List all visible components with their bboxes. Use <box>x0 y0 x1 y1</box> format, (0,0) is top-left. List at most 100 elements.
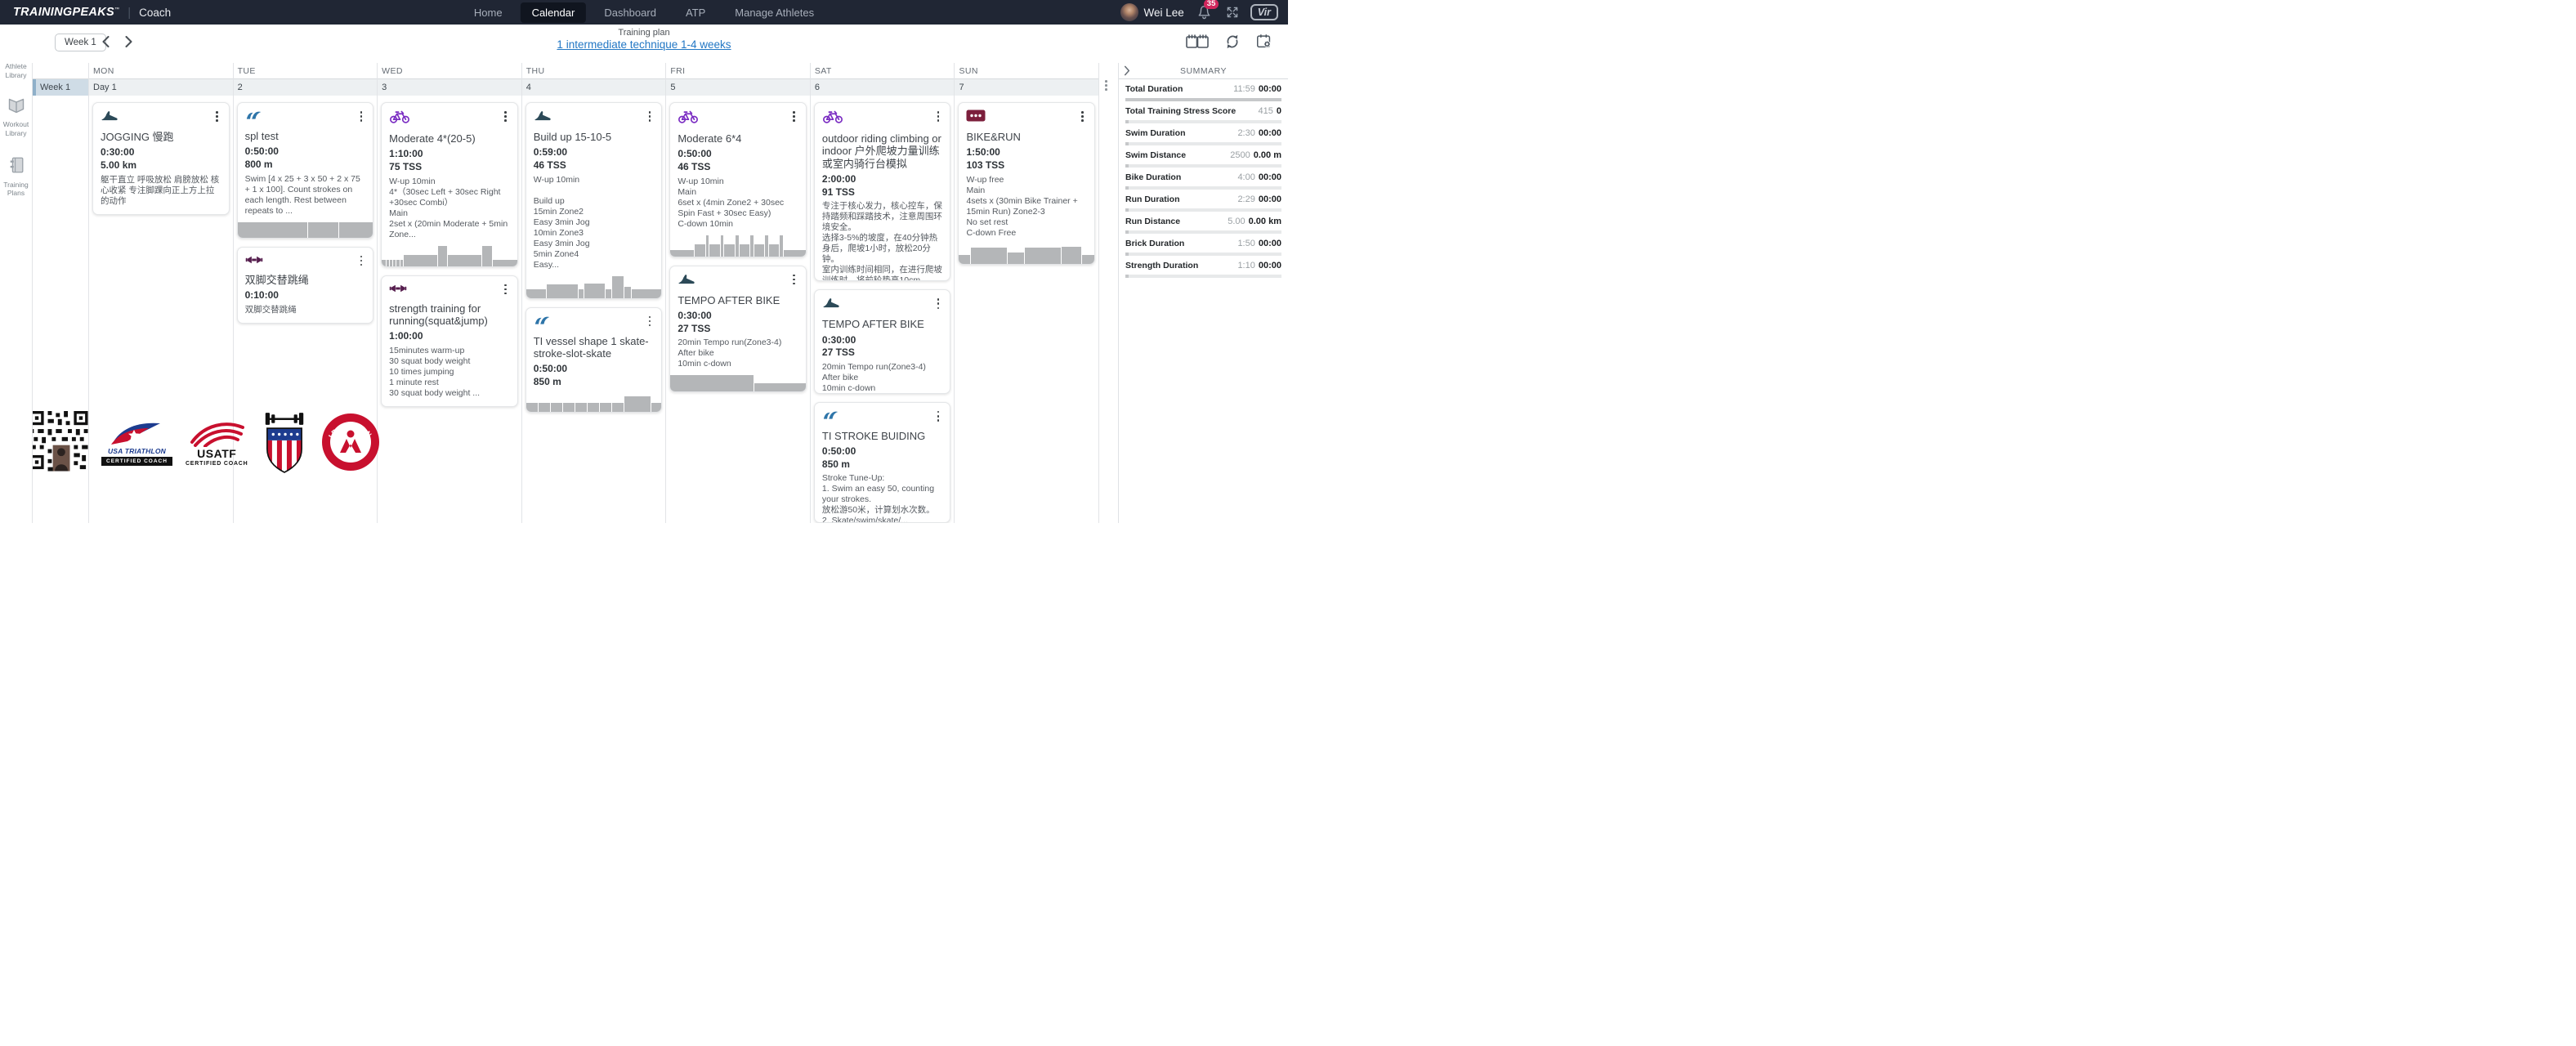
weekly-view-button[interactable] <box>1185 33 1210 51</box>
workout-card[interactable]: 双脚交替跳绳 0:10:00 双脚交替跳绳 <box>236 246 374 324</box>
summary-row-total-training-stress-score: Total Training Stress Score 415 0 <box>1119 101 1288 123</box>
workout-menu-button[interactable] <box>357 110 366 123</box>
summary-row-label: Run Duration <box>1125 194 1180 204</box>
workout-duration: 1:10:00 <box>389 148 423 160</box>
workout-menu-button[interactable] <box>789 110 798 123</box>
workout-duration: 0:50:00 <box>533 363 568 375</box>
workout-title: strength training for running(squat&jump… <box>389 302 488 327</box>
day-cards: Moderate 6*4 0:50:00 46 TSS W-up 10min Main… <box>666 96 810 523</box>
summary-resize-handle[interactable] <box>1105 80 1107 91</box>
swim-icon <box>534 315 552 330</box>
workout-card[interactable]: outdoor riding climbing or indoor 户外爬坡力量… <box>813 102 951 282</box>
workout-description: Stroke Tune-Up: 1. Swim an easy 50, coun… <box>821 473 935 523</box>
week-row-label[interactable]: Week 1 <box>33 79 88 96</box>
nav-manage-athletes[interactable]: Manage Athletes <box>735 6 815 19</box>
workout-menu-button[interactable] <box>934 297 943 311</box>
workout-card-header <box>389 283 510 297</box>
training-plan-header: Training plan 1 intermediate technique 1… <box>557 28 731 51</box>
day-number-cell: 6 <box>810 79 955 96</box>
summary-progress-track <box>1125 164 1281 168</box>
day-column-sat: SAT 6 outdoor riding climbing or indoor 户外… <box>809 63 955 523</box>
workout-description: W-up 10min Build up 15min Zone2 Easy 3mi… <box>533 174 590 270</box>
nav-atp[interactable]: ATP <box>685 6 706 19</box>
week-selector-button[interactable]: Week 1 <box>55 34 106 51</box>
trainingpeaks-logo: TRAININGPEAKS™ <box>13 6 120 19</box>
workout-menu-button[interactable] <box>501 110 510 123</box>
workout-menu-button[interactable] <box>789 273 798 287</box>
workout-card-header <box>534 110 655 126</box>
sidebar-item-training-plans[interactable]: Training Plans <box>0 156 32 198</box>
workout-card[interactable]: spl test 0:50:00 800 m Swim [4 x 25 + 3 x 5… <box>236 102 374 239</box>
summary-row-label: Bike Duration <box>1125 172 1182 182</box>
summary-progress-fill <box>1125 275 1129 278</box>
summary-row-values: 2:29 00:00 <box>1237 194 1281 204</box>
training-plan-link[interactable]: 1 intermediate technique 1-4 weeks <box>557 38 731 51</box>
workout-menu-button[interactable] <box>357 254 366 268</box>
nav-home[interactable]: Home <box>473 6 503 19</box>
day-header-wed: WED <box>378 63 521 79</box>
summary-planned-value: 2:29 <box>1237 194 1255 204</box>
user-name: Wei Lee <box>1143 6 1184 19</box>
summary-row-run-duration: Run Duration 2:29 00:00 <box>1119 190 1288 212</box>
workout-card[interactable]: Moderate 4*(20-5) 1:10:00 75 TSS W-up 10min… <box>381 102 518 267</box>
day-column-sun: SUN 7 BIKE&RUN 1:50:00 103 TSS W-up free Main… <box>954 63 1100 523</box>
day-header-sun: SUN <box>955 63 1099 79</box>
nav-dashboard[interactable]: Dashboard <box>604 6 656 19</box>
bike-icon <box>822 110 843 127</box>
fullscreen-button[interactable] <box>1225 5 1240 20</box>
workout-card[interactable]: TI STROKE BUIDING 0:50:00 850 m Stroke Tune… <box>813 401 951 523</box>
workout-title: TI STROKE BUIDING <box>821 429 926 442</box>
nav-calendar[interactable]: Calendar <box>520 2 587 23</box>
workout-description: 专注于核心发力，核心控车，保持踏频和踩踏技术，注意周围环境安全。 选择3-5%的… <box>821 201 942 282</box>
calendar-settings-button[interactable] <box>1255 33 1273 51</box>
workout-card-header <box>245 254 366 269</box>
summary-row-values: 415 0 <box>1259 106 1281 116</box>
workout-duration: 0:50:00 <box>821 445 856 458</box>
workout-metric: 850 m <box>533 375 561 387</box>
workout-menu-button[interactable] <box>934 409 943 423</box>
workout-title: TI vessel shape 1 skate-stroke-slot-skat… <box>533 334 649 360</box>
workout-menu-button[interactable] <box>646 110 655 123</box>
workout-metric: 27 TSS <box>821 346 855 359</box>
workout-card[interactable]: TI vessel shape 1 skate-stroke-slot-skat… <box>525 306 663 413</box>
collapse-summary-button[interactable] <box>1122 65 1132 80</box>
workout-menu-button[interactable] <box>1078 110 1087 123</box>
trademark: ™ <box>114 7 120 13</box>
workout-menu-button[interactable] <box>501 283 510 297</box>
summary-planned-value: 5.00 <box>1228 217 1246 226</box>
workout-card-header <box>101 110 221 126</box>
previous-week-button[interactable] <box>101 36 110 51</box>
next-week-button[interactable] <box>124 36 133 51</box>
workout-card[interactable]: Moderate 6*4 0:50:00 46 TSS W-up 10min Main… <box>669 102 807 257</box>
workout-card[interactable]: strength training for running(squat&jump… <box>381 275 518 407</box>
summary-row-run-distance: Run Distance 5.00 0.00 km <box>1119 212 1288 234</box>
workout-card-header <box>966 110 1087 126</box>
workout-menu-button[interactable] <box>212 110 221 123</box>
sidebar-item-label: Athlete Library <box>5 62 27 79</box>
refresh-button[interactable] <box>1223 33 1241 51</box>
workout-description: 躯干直立 呼吸放松 肩膀放松 核心收紧 专注脚踝向正上方上拉的动作 <box>101 174 220 206</box>
workout-duration: 0:59:00 <box>533 146 568 159</box>
notifications-button[interactable]: 35 <box>1195 0 1219 22</box>
workout-card[interactable]: TEMPO AFTER BIKE 0:30:00 27 TSS 20min Tempo… <box>669 265 807 393</box>
virtual-coach-button[interactable]: Vir <box>1250 4 1278 20</box>
workout-card-header <box>822 110 943 127</box>
workout-card-header <box>389 110 510 127</box>
workout-card[interactable]: Build up 15-10-5 0:59:00 46 TSS W-up 10min … <box>525 102 663 299</box>
bike-icon <box>678 110 699 127</box>
usa-triathlon-certified-text: CERTIFIED COACH <box>101 457 172 466</box>
workout-card[interactable]: TEMPO AFTER BIKE 0:30:00 27 TSS 20min Tempo… <box>813 289 951 394</box>
workout-card[interactable]: BIKE&RUN 1:50:00 103 TSS W-up free Main 4se… <box>958 102 1096 265</box>
workout-card-header <box>678 273 798 289</box>
day-cards: JOGGING 慢跑 0:30:00 5.00 km 躯干直立 呼吸放松 肩膀放松 核… <box>89 96 233 523</box>
summary-progress-track <box>1125 275 1281 278</box>
workout-card[interactable]: JOGGING 慢跑 0:30:00 5.00 km 躯干直立 呼吸放松 肩膀放松 核… <box>92 102 230 215</box>
summary-row-swim-duration: Swim Duration 2:30 00:00 <box>1119 123 1288 145</box>
sidebar-item-workout-library[interactable]: Workout Library <box>0 97 32 137</box>
workout-menu-button[interactable] <box>934 110 943 123</box>
workout-menu-button[interactable] <box>646 315 655 329</box>
summary-planned-value: 2:30 <box>1237 128 1255 138</box>
workout-duration: 1:50:00 <box>966 146 1000 159</box>
avatar[interactable] <box>1120 3 1138 21</box>
user-menu[interactable]: Wei Lee <box>1120 3 1184 21</box>
